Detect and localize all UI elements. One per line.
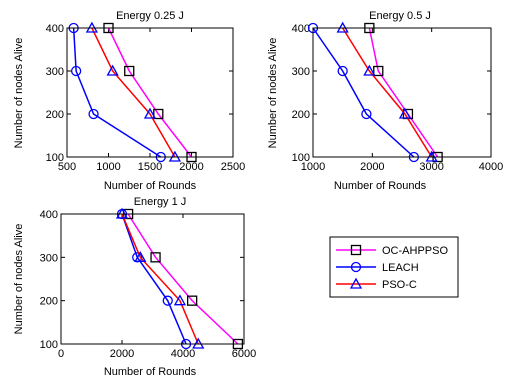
x-tick-label: 2000 — [360, 161, 384, 173]
x-tick-label: 4000 — [479, 161, 503, 173]
series-line-pso-c — [342, 27, 433, 158]
y-tick-label: 200 — [46, 109, 64, 121]
y-tick-label: 100 — [40, 339, 58, 351]
series-oc-ahppso — [122, 208, 244, 350]
series-lines — [68, 21, 197, 163]
chart-panel-energy-05: Energy 0.5 J Number of Rounds Number of … — [267, 10, 503, 192]
data-point-pso-c — [134, 250, 147, 262]
y-tick-label: 100 — [292, 152, 310, 164]
y-tick-label: 400 — [46, 23, 64, 35]
y-axis-label: Number of nodes Alive — [13, 38, 25, 149]
x-tick-label: 1000 — [96, 161, 120, 173]
data-point-pso-c — [173, 294, 187, 306]
axis-ticks: 1000 2000 3000 4000 100 200 300 400 — [292, 23, 504, 173]
plot-frame — [312, 27, 492, 158]
axis-ticks: 500 1000 1500 2000 2500 100 200 300 400 — [46, 23, 246, 173]
data-point-leach — [88, 108, 99, 120]
y-tick-label: 400 — [292, 23, 310, 35]
chart-legend: OC-AHPPSO LEACH PSO-C — [329, 236, 459, 298]
series-line-leach — [312, 27, 415, 158]
legend-entry-oc-ahppso: OC-AHPPSO — [336, 244, 448, 257]
x-tick-label: 1500 — [138, 161, 162, 173]
y-tick-label: 100 — [46, 152, 64, 164]
series-line-leach — [72, 27, 162, 158]
legend-label-oc-ahppso: OC-AHPPSO — [382, 245, 448, 257]
legend-entry-leach: LEACH — [336, 261, 419, 274]
x-tick-label: 1000 — [301, 161, 325, 173]
axis-ticks: 0 2000 4000 6000 100 200 300 400 — [40, 209, 257, 360]
series-leach — [307, 22, 420, 163]
y-tick-label: 200 — [40, 296, 58, 308]
x-axis-label: Number of Rounds — [104, 180, 197, 192]
x-tick-label: 2000 — [179, 161, 203, 173]
chart-title: Energy 1 J — [134, 196, 187, 208]
series-line-pso-c — [121, 213, 199, 345]
series-oc-ahppso — [364, 22, 443, 163]
y-tick-label: 400 — [40, 209, 58, 221]
legend-entry-pso-c: PSO-C — [336, 277, 417, 291]
data-point-pso-c — [398, 107, 412, 119]
series-leach — [68, 22, 166, 163]
y-axis-label: Number of nodes Alive — [267, 38, 279, 149]
legend-label-leach: LEACH — [382, 262, 419, 274]
series-pso-c — [336, 21, 438, 162]
chart-title: Energy 0.5 J — [369, 10, 431, 22]
data-point-pso-c — [106, 64, 119, 76]
legend-marker-pso-c — [349, 277, 363, 289]
series-line-oc-ahppso — [107, 27, 193, 158]
y-tick-label: 200 — [292, 109, 310, 121]
data-point-oc-ahppso — [373, 65, 384, 77]
data-point-leach — [162, 295, 173, 306]
series-pso-c — [115, 207, 205, 349]
legend-marker-oc-ahppso — [350, 244, 362, 256]
data-point-oc-ahppso — [153, 108, 164, 120]
x-tick-label: 500 — [58, 161, 76, 173]
y-tick-label: 300 — [292, 66, 310, 78]
chart-panel-energy-1: Energy 1 J Number of Rounds Number of no… — [13, 196, 256, 378]
x-tick-label: 3000 — [419, 161, 443, 173]
legend-marker-leach — [350, 261, 362, 273]
series-line-oc-ahppso — [127, 213, 239, 345]
x-tick-label: 2500 — [221, 161, 245, 173]
data-point-leach — [337, 65, 348, 77]
x-axis-label: Number of Rounds — [334, 180, 427, 192]
plot-frame — [66, 27, 234, 158]
x-tick-label: 2000 — [110, 348, 134, 360]
x-tick-label: 6000 — [232, 348, 256, 360]
data-point-pso-c — [143, 107, 157, 119]
data-point-oc-ahppso — [150, 252, 161, 263]
data-point-oc-ahppso — [186, 295, 198, 306]
series-line-leach — [121, 213, 187, 345]
series-lines — [307, 21, 443, 163]
series-oc-ahppso — [103, 22, 197, 163]
x-axis-label: Number of Rounds — [104, 366, 197, 378]
series-lines — [115, 207, 244, 350]
x-tick-label: 4000 — [171, 348, 195, 360]
data-point-leach — [70, 65, 82, 77]
y-axis-label: Number of nodes Alive — [13, 224, 25, 335]
legend-label-pso-c: PSO-C — [382, 279, 417, 291]
plot-frame — [60, 213, 245, 345]
y-tick-label: 300 — [46, 66, 64, 78]
x-tick-label: 0 — [58, 348, 64, 360]
chart-panel-energy-025: Energy 0.25 J Number of Rounds Number of… — [13, 10, 245, 192]
y-tick-label: 300 — [40, 252, 58, 264]
series-line-oc-ahppso — [368, 27, 439, 158]
data-point-oc-ahppso — [124, 65, 135, 77]
data-point-leach — [361, 108, 372, 120]
data-point-pso-c — [363, 64, 376, 76]
series-line-pso-c — [91, 27, 176, 158]
chart-title: Energy 0.25 J — [116, 10, 184, 22]
